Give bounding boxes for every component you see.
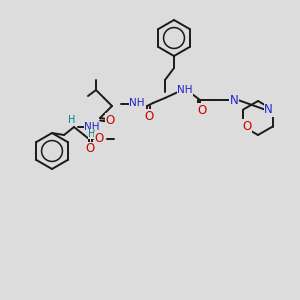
Text: O: O: [85, 142, 94, 155]
Text: O: O: [243, 120, 252, 133]
Text: H: H: [68, 115, 76, 125]
Text: O: O: [197, 103, 207, 116]
Text: O: O: [144, 110, 154, 122]
Text: N: N: [230, 94, 238, 106]
Text: NH: NH: [177, 85, 193, 95]
Text: O: O: [105, 113, 115, 127]
Text: NH: NH: [84, 122, 100, 132]
Text: N: N: [264, 103, 273, 116]
Text: O: O: [94, 133, 103, 146]
Text: H: H: [88, 129, 96, 139]
Text: NH: NH: [129, 98, 145, 108]
